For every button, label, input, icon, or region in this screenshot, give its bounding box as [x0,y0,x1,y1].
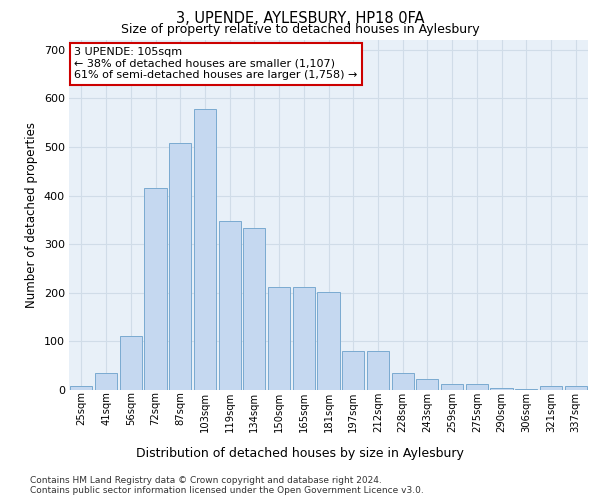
Text: 3, UPENDE, AYLESBURY, HP18 0FA: 3, UPENDE, AYLESBURY, HP18 0FA [176,11,424,26]
Bar [268,287,290,390]
Bar [342,351,364,390]
Bar [565,386,587,390]
Bar [441,384,463,390]
Y-axis label: Number of detached properties: Number of detached properties [25,122,38,308]
Text: 3 UPENDE: 105sqm
← 38% of detached houses are smaller (1,107)
61% of semi-detach: 3 UPENDE: 105sqm ← 38% of detached house… [74,47,358,80]
Bar [367,351,389,390]
Bar [70,386,92,390]
Bar [119,336,142,390]
Bar [416,380,439,390]
Bar [466,384,488,390]
Text: Size of property relative to detached houses in Aylesbury: Size of property relative to detached ho… [121,22,479,36]
Bar [540,386,562,390]
Text: Contains public sector information licensed under the Open Government Licence v3: Contains public sector information licen… [30,486,424,495]
Text: Distribution of detached houses by size in Aylesbury: Distribution of detached houses by size … [136,448,464,460]
Bar [169,143,191,390]
Bar [194,109,216,390]
Bar [145,188,167,390]
Bar [317,292,340,390]
Bar [243,228,265,390]
Bar [218,221,241,390]
Bar [293,287,315,390]
Bar [392,373,414,390]
Bar [515,389,538,390]
Bar [490,388,512,390]
Text: Contains HM Land Registry data © Crown copyright and database right 2024.: Contains HM Land Registry data © Crown c… [30,476,382,485]
Bar [95,373,117,390]
